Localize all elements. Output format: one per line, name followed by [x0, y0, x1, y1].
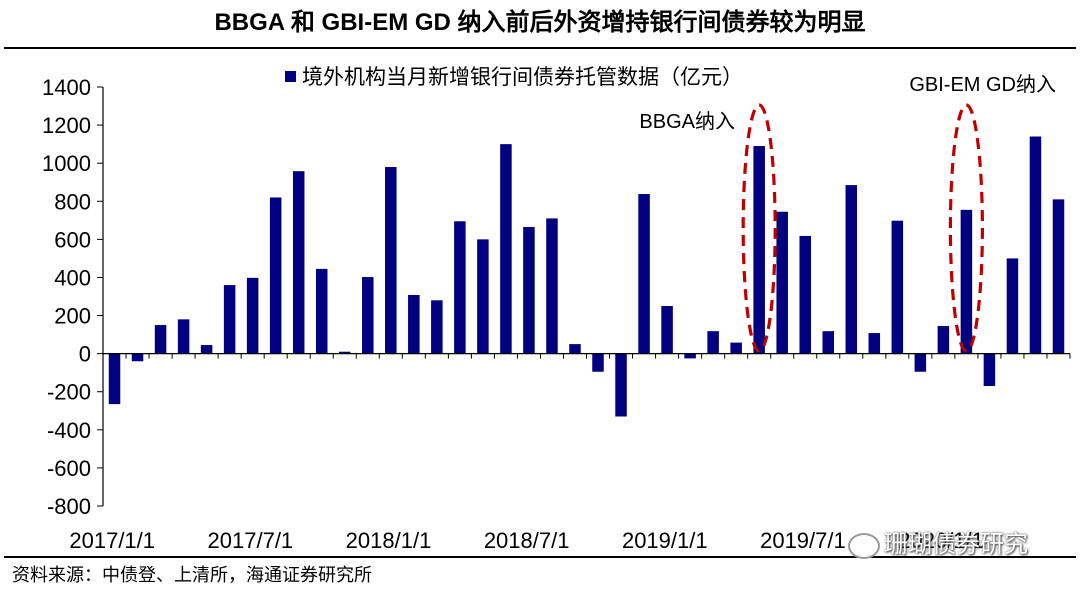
- data-bar: [362, 277, 374, 354]
- data-bar: [753, 146, 765, 354]
- data-bar: [431, 300, 443, 354]
- legend-label: 境外机构当月新增银行间债券托管数据（亿元）: [302, 66, 743, 89]
- data-bar: [108, 353, 121, 405]
- source-divider: [4, 556, 1076, 558]
- data-bar: [1006, 258, 1019, 354]
- watermark: 珊瑚债券研究: [848, 524, 1028, 559]
- data-bar: [477, 239, 489, 354]
- data-bar: [592, 353, 604, 372]
- data-bar: [269, 197, 282, 354]
- chart-title: BBGA 和 GBI-EM GD 纳入前后外资增持银行间债券较为明显: [214, 9, 866, 36]
- y-tick-label: 200: [54, 304, 91, 329]
- data-bar: [338, 351, 351, 354]
- data-bar: [983, 353, 996, 387]
- highlight-ellipse: [741, 103, 777, 353]
- annotation-label: BBGA纳入: [639, 110, 735, 133]
- data-bar: [661, 306, 673, 354]
- data-bar: [822, 331, 835, 354]
- data-bar: [200, 345, 213, 354]
- data-bar: [177, 319, 190, 354]
- data-bar: [891, 220, 904, 354]
- x-tick-label: 2018/1/1: [346, 528, 432, 553]
- data-bar: [730, 342, 742, 354]
- data-bar: [546, 218, 558, 354]
- data-bar: [315, 268, 328, 354]
- data-bar: [569, 344, 581, 354]
- data-bar: [500, 144, 512, 354]
- data-bar: [154, 325, 167, 354]
- y-tick-label: 1200: [42, 113, 91, 138]
- x-tick-label: 2019/1/1: [622, 528, 708, 553]
- data-bar: [868, 333, 881, 354]
- y-tick-label: 400: [54, 265, 91, 290]
- data-bar: [246, 277, 259, 354]
- x-tick-label: 2020/1/1: [898, 528, 984, 553]
- data-bar: [454, 221, 466, 354]
- x-tick-label: 2017/7/1: [208, 528, 294, 553]
- legend-swatch: [285, 71, 296, 82]
- data-bar: [523, 226, 535, 354]
- data-bar: [1029, 136, 1042, 354]
- y-tick-label: -600: [47, 456, 91, 481]
- x-tick-label: 2019/7/1: [760, 528, 846, 553]
- highlight-ellipse: [948, 103, 984, 353]
- y-tick-label: 1000: [42, 151, 91, 176]
- y-tick-label: 800: [54, 189, 91, 214]
- y-tick-label: 1400: [42, 75, 91, 100]
- data-bar: [707, 331, 719, 354]
- y-tick-label: -800: [47, 494, 91, 519]
- y-tick-label: -400: [47, 418, 91, 443]
- data-bar: [1052, 199, 1065, 354]
- data-bar: [845, 185, 858, 354]
- data-bar: [385, 166, 397, 354]
- title-divider: [4, 47, 1076, 49]
- data-bar: [292, 171, 305, 354]
- data-bar: [799, 235, 811, 354]
- y-tick-label: 600: [54, 227, 91, 252]
- data-bar: [960, 209, 973, 354]
- y-tick-label: 0: [79, 342, 91, 367]
- data-bar: [776, 211, 788, 354]
- data-bar: [684, 353, 696, 359]
- data-bar: [937, 326, 950, 354]
- data-bar: [131, 353, 144, 362]
- x-tick-label: 2017/1/1: [69, 528, 155, 553]
- wechat-icon: [848, 532, 880, 559]
- data-bar: [408, 294, 420, 354]
- annotation-label: GBI-EM GD纳入: [909, 73, 1056, 96]
- watermark-text: 珊瑚债券研究: [884, 531, 1028, 558]
- data-bar: [223, 285, 236, 354]
- y-tick-label: -200: [47, 380, 91, 405]
- data-bar: [638, 194, 650, 354]
- bar-chart: 1400 1200 1000 800 600 400 200 0 -200 -400 -600 -80…: [42, 66, 1071, 553]
- data-bar: [615, 353, 627, 417]
- source-note: 资料来源：中债登、上清所，海通证券研究所: [12, 565, 372, 585]
- data-bar: [914, 353, 927, 372]
- x-tick-label: 2018/7/1: [484, 528, 570, 553]
